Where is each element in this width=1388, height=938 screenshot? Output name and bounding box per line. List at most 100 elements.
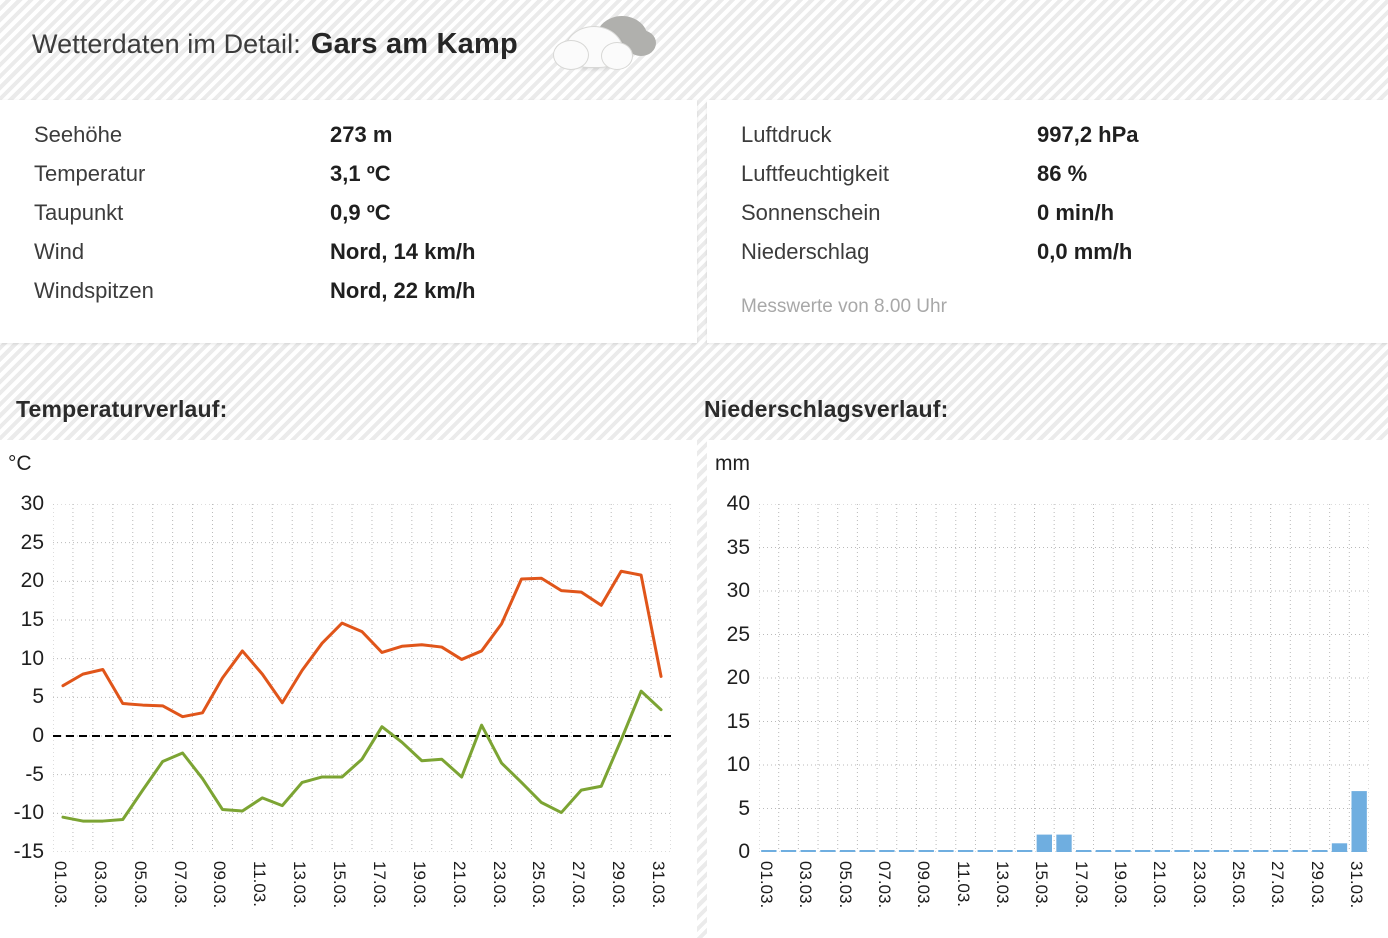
temperature-chart-title: Temperaturverlauf: bbox=[16, 396, 228, 422]
cloudy-icon bbox=[552, 14, 656, 76]
measurement-label: Taupunkt bbox=[34, 200, 124, 225]
y-axis-tick: -10 bbox=[13, 801, 44, 825]
x-axis-tick: 01.03. bbox=[756, 861, 776, 909]
x-axis-tick: 07.03. bbox=[170, 861, 190, 909]
x-axis-tick: 23.03. bbox=[1189, 861, 1209, 909]
y-axis-tick: -5 bbox=[25, 762, 44, 786]
measurement-row: Taupunkt 0,9 ºC bbox=[34, 200, 697, 239]
measurement-time-note: Messwerte von 8.00 Uhr bbox=[741, 296, 947, 317]
x-axis-tick: 25.03. bbox=[1229, 861, 1249, 909]
x-axis-tick: 25.03. bbox=[529, 861, 549, 909]
measurement-value: Nord, 14 km/h bbox=[330, 239, 476, 264]
page-title-city: Gars am Kamp bbox=[310, 27, 518, 60]
measurement-value: Nord, 22 km/h bbox=[330, 278, 476, 303]
x-axis-tick: 19.03. bbox=[1111, 861, 1131, 909]
measurement-row: Luftdruck 997,2 hPa bbox=[741, 122, 1388, 161]
y-axis-tick: 40 bbox=[726, 492, 750, 515]
y-axis-tick: 25 bbox=[20, 530, 44, 554]
x-axis-tick: 21.03. bbox=[449, 861, 469, 909]
x-axis-tick: 19.03. bbox=[409, 861, 429, 909]
x-axis-tick: 27.03. bbox=[1268, 861, 1288, 909]
y-axis-tick: 30 bbox=[726, 579, 750, 602]
x-axis-tick: 15.03. bbox=[330, 861, 350, 909]
measurement-label: Seehöhe bbox=[34, 122, 123, 147]
x-axis-tick: 03.03. bbox=[796, 861, 816, 909]
measurement-row: Wind Nord, 14 km/h bbox=[34, 239, 697, 278]
x-axis-tick: 01.03. bbox=[50, 861, 70, 909]
measurement-value: 0,9 ºC bbox=[330, 200, 391, 225]
page-title-prefix: Wetterdaten im Detail: bbox=[32, 28, 301, 59]
x-axis-tick: 07.03. bbox=[874, 861, 894, 909]
precipitation-plot: 40 35 30 25 20 15 10 5 0 01.03. 03.03. 05.03. 07.03.… bbox=[727, 492, 1369, 908]
measurement-label: Niederschlag bbox=[741, 239, 870, 264]
x-axis-tick: 15.03. bbox=[1032, 861, 1052, 909]
temperature-plot-area bbox=[53, 504, 671, 852]
cloud-front-shape bbox=[552, 26, 633, 70]
x-axis-tick: 29.03. bbox=[1307, 861, 1327, 909]
measurement-value: 3,1 ºC bbox=[330, 161, 391, 186]
x-axis-tick: 05.03. bbox=[130, 861, 150, 909]
measurement-label: Sonnenschein bbox=[741, 200, 881, 225]
measurement-value: 0,0 mm/h bbox=[1037, 239, 1133, 264]
x-axis-tick: 23.03. bbox=[489, 861, 509, 909]
x-axis-tick: 03.03. bbox=[90, 861, 110, 909]
precipitation-svg bbox=[759, 504, 1369, 852]
measurement-value: 273 m bbox=[330, 122, 393, 147]
y-axis-tick: 35 bbox=[726, 535, 750, 559]
measurement-row: Temperatur 3,1 ºC bbox=[34, 161, 697, 200]
measurement-row: Seehöhe 273 m bbox=[34, 122, 697, 161]
x-axis-tick: 13.03. bbox=[290, 861, 310, 909]
x-axis-tick: 09.03. bbox=[914, 861, 934, 909]
x-axis-tick: 17.03. bbox=[1071, 861, 1091, 909]
y-axis-tick: 5 bbox=[738, 796, 750, 820]
measurement-label: Windspitzen bbox=[34, 278, 154, 303]
y-axis-tick: 20 bbox=[726, 666, 750, 689]
temperature-plot: 30 25 20 15 10 5 0 -5 -10 -15 01.03. 03.03. 05.03. 07… bbox=[14, 492, 671, 908]
x-axis-tick: 13.03. bbox=[992, 861, 1012, 909]
temperature-svg bbox=[53, 504, 671, 852]
y-axis-tick: 25 bbox=[726, 622, 750, 646]
x-axis-tick: 17.03. bbox=[369, 861, 389, 909]
measurement-label: Temperatur bbox=[34, 161, 146, 186]
measurement-label: Wind bbox=[34, 239, 85, 264]
x-axis-tick: 31.03. bbox=[649, 861, 669, 909]
y-axis-tick: 10 bbox=[20, 646, 44, 670]
measurement-row: Niederschlag 0,0 mm/h bbox=[741, 239, 1388, 278]
y-axis-tick: 10 bbox=[726, 753, 750, 776]
y-axis-tick: -15 bbox=[13, 840, 44, 863]
y-axis-tick: 5 bbox=[32, 685, 44, 709]
measurement-row: Luftfeuchtigkeit 86 % bbox=[741, 161, 1388, 200]
measurement-value: 0 min/h bbox=[1037, 200, 1115, 225]
measurement-row: Windspitzen Nord, 22 km/h bbox=[34, 278, 697, 317]
measurements-panel-right: Luftdruck 997,2 hPa Luftfeuchtigkeit 86 … bbox=[707, 100, 1388, 343]
measurement-label: Luftdruck bbox=[741, 122, 832, 147]
temperature-chart-panel: °C 30 25 20 15 10 5 0 -5 -10 -15 01.03. 03.03. 05.03… bbox=[0, 440, 697, 938]
measurement-row: Sonnenschein 0 min/h bbox=[741, 200, 1388, 239]
measurement-value: 997,2 hPa bbox=[1037, 122, 1139, 147]
y-axis-tick: 0 bbox=[32, 724, 44, 747]
precipitation-chart-panel: mm 40 35 30 25 20 15 10 5 0 01.03. 03.03. 05.03. 07.… bbox=[707, 440, 1388, 938]
precipitation-axis-unit: mm bbox=[715, 452, 750, 475]
temperature-axis-unit: °C bbox=[8, 452, 32, 475]
precipitation-plot-area bbox=[759, 504, 1369, 852]
x-axis-tick: 09.03. bbox=[210, 861, 230, 909]
x-axis-tick: 05.03. bbox=[835, 861, 855, 909]
x-axis-tick: 11.03. bbox=[953, 861, 973, 908]
measurement-list-right: Luftdruck 997,2 hPa Luftfeuchtigkeit 86 … bbox=[707, 100, 1388, 318]
precipitation-chart-title: Niederschlagsverlauf: bbox=[704, 396, 949, 422]
y-axis-tick: 15 bbox=[20, 608, 44, 631]
measurements-panel-left: Seehöhe 273 m Temperatur 3,1 ºC Taupunkt… bbox=[0, 100, 697, 343]
y-axis-tick: 30 bbox=[20, 492, 44, 515]
measurement-list-left: Seehöhe 273 m Temperatur 3,1 ºC Taupunkt… bbox=[0, 100, 697, 317]
x-axis-tick: 11.03. bbox=[250, 861, 270, 908]
x-axis-tick: 31.03. bbox=[1347, 861, 1367, 909]
measurement-value: 86 % bbox=[1037, 161, 1088, 186]
x-axis-tick: 29.03. bbox=[609, 861, 629, 909]
x-axis-tick: 27.03. bbox=[569, 861, 589, 909]
page-header: Wetterdaten im Detail: Gars am Kamp bbox=[0, 0, 1388, 88]
y-axis-tick: 0 bbox=[738, 840, 750, 863]
y-axis-tick: 15 bbox=[726, 709, 750, 733]
x-axis-tick: 21.03. bbox=[1150, 861, 1170, 909]
y-axis-tick: 20 bbox=[20, 569, 44, 593]
